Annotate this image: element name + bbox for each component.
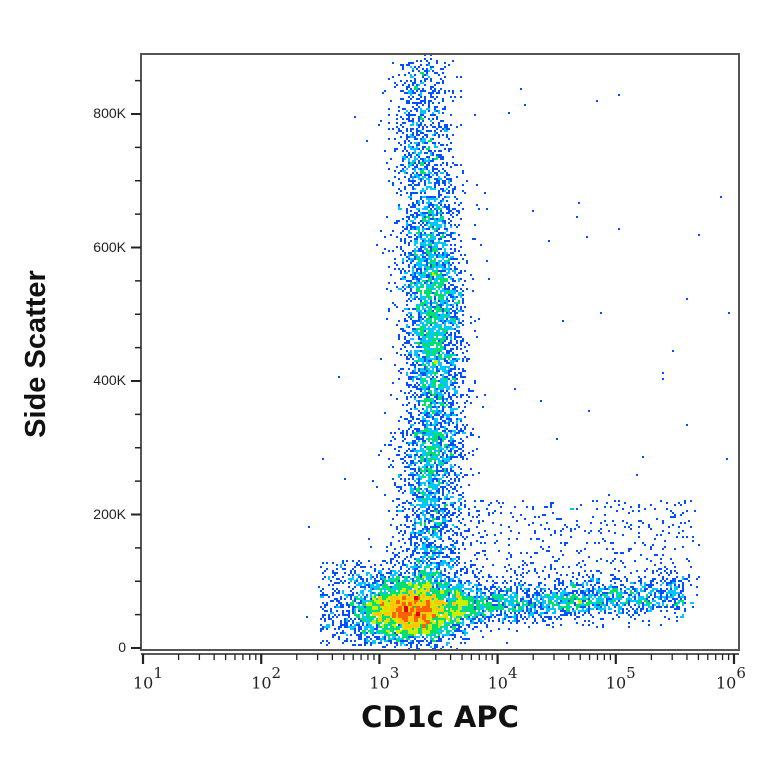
y-tick-label: 600K — [93, 238, 126, 255]
x-tick-label: 101 — [133, 664, 163, 693]
y-tick-label: 400K — [93, 372, 126, 388]
x-tick-label: 103 — [369, 664, 400, 693]
x-axis-ticks — [141, 653, 739, 664]
x-tick-label: 105 — [605, 664, 636, 693]
y-tick-label: 200K — [93, 505, 126, 522]
scatter-points — [306, 54, 730, 650]
x-tick-label: 102 — [251, 664, 282, 693]
y-axis-label: Side Scatter — [20, 270, 52, 438]
x-tick-label: 104 — [487, 664, 518, 693]
y-tick-label: 0 — [118, 639, 126, 655]
y-axis-ticks — [131, 79, 141, 649]
y-tick-label: 800K — [93, 105, 126, 121]
x-tick-label: 106 — [716, 664, 746, 693]
plot-frame — [140, 53, 740, 651]
x-axis-label: CD1c APC — [361, 700, 519, 734]
